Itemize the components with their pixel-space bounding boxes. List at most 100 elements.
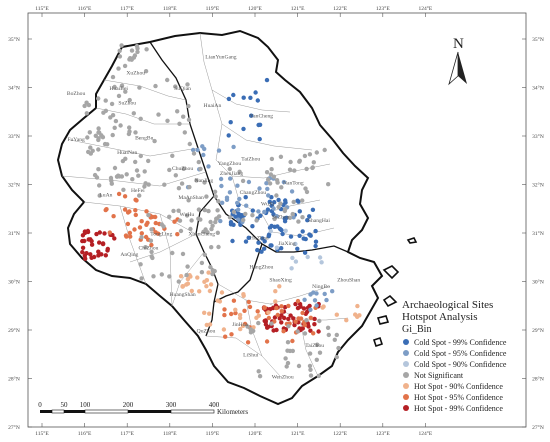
site-point bbox=[237, 312, 243, 318]
site-point bbox=[184, 213, 190, 218]
site-point bbox=[195, 275, 200, 280]
site-point bbox=[312, 316, 317, 322]
site-point bbox=[288, 234, 294, 239]
site-point bbox=[304, 189, 310, 195]
site-point bbox=[283, 198, 288, 203]
site-point bbox=[278, 154, 284, 159]
site-point bbox=[110, 113, 116, 118]
map-border bbox=[27, 12, 527, 428]
site-point bbox=[264, 181, 269, 186]
site-point bbox=[207, 311, 212, 316]
site-point bbox=[286, 316, 291, 322]
legend-item-label: Cold Spot - 90% Confidence bbox=[414, 360, 507, 369]
site-point bbox=[177, 218, 183, 223]
site-point bbox=[279, 185, 284, 190]
site-point bbox=[144, 222, 149, 227]
site-point bbox=[256, 209, 261, 214]
site-point bbox=[256, 369, 261, 374]
site-point bbox=[229, 332, 234, 337]
site-point bbox=[317, 350, 323, 355]
site-point bbox=[236, 207, 241, 212]
city-label: JiaXing bbox=[278, 241, 296, 247]
lat-label-left: 34°N bbox=[8, 85, 20, 92]
site-point bbox=[96, 136, 101, 141]
site-point bbox=[256, 240, 261, 245]
site-point bbox=[313, 239, 319, 244]
city-label: HuangShan bbox=[170, 292, 196, 298]
lon-label-bottom: 124°E bbox=[418, 430, 432, 437]
site-point bbox=[87, 130, 93, 135]
site-point bbox=[222, 307, 227, 312]
site-point bbox=[152, 138, 157, 144]
site-point bbox=[186, 103, 191, 109]
site-point bbox=[97, 240, 102, 245]
site-point bbox=[112, 236, 117, 241]
site-point bbox=[272, 216, 277, 222]
site-point bbox=[112, 165, 118, 171]
graticule-labels: 115°E 115°E 116°E 116°E 117°E 117°E 118°E 118°E… bbox=[8, 5, 544, 437]
site-point bbox=[97, 183, 102, 188]
site-point bbox=[133, 212, 138, 218]
site-point bbox=[112, 84, 117, 90]
site-point bbox=[88, 252, 93, 257]
site-point bbox=[274, 327, 279, 333]
site-point bbox=[216, 244, 221, 250]
site-point bbox=[305, 218, 310, 223]
site-point bbox=[124, 172, 129, 177]
site-point bbox=[250, 224, 255, 229]
site-point bbox=[288, 313, 293, 318]
site-point bbox=[131, 111, 136, 116]
site-point bbox=[94, 175, 100, 180]
site-point bbox=[213, 219, 218, 225]
site-point bbox=[273, 299, 278, 304]
site-point bbox=[279, 246, 284, 251]
site-point bbox=[268, 229, 273, 234]
site-point bbox=[143, 69, 149, 74]
site-point bbox=[286, 324, 291, 329]
site-point bbox=[136, 173, 141, 178]
city-label: BengBu bbox=[135, 135, 154, 141]
site-point bbox=[117, 54, 123, 59]
site-point bbox=[126, 131, 132, 137]
lon-label-top: 120°E bbox=[248, 5, 262, 12]
site-point bbox=[181, 114, 186, 119]
site-point bbox=[128, 234, 133, 239]
site-point bbox=[117, 48, 122, 53]
site-point bbox=[254, 218, 259, 223]
site-point bbox=[255, 309, 260, 314]
site-point bbox=[300, 215, 305, 220]
site-point bbox=[300, 229, 305, 234]
lat-label-right: 35°N bbox=[532, 36, 544, 43]
site-point bbox=[307, 351, 313, 356]
site-point bbox=[103, 98, 108, 103]
legend-item-label: Hot Spot - 95% Confidence bbox=[414, 393, 503, 402]
site-point bbox=[218, 218, 223, 224]
site-point bbox=[208, 282, 214, 287]
site-point bbox=[266, 310, 271, 315]
city-label: JinHua bbox=[232, 322, 248, 328]
city-label: HuaiNan bbox=[117, 150, 137, 156]
site-point bbox=[88, 145, 93, 150]
site-point bbox=[322, 291, 327, 297]
city-label: NanJing bbox=[195, 178, 214, 184]
site-point bbox=[125, 221, 131, 227]
site-point bbox=[133, 130, 138, 135]
lon-label-top: 123°E bbox=[376, 5, 390, 12]
site-point bbox=[307, 214, 312, 219]
scale-labels: 0 50 100 200 300 400 bbox=[38, 401, 220, 409]
site-point bbox=[287, 215, 293, 220]
site-point bbox=[264, 170, 270, 175]
site-point bbox=[224, 197, 230, 202]
site-point bbox=[272, 200, 277, 205]
site-point bbox=[186, 198, 191, 203]
lat-label-left: 35°N bbox=[8, 36, 20, 43]
site-point bbox=[213, 194, 218, 199]
site-point bbox=[311, 160, 316, 165]
city-label: LianYunGang bbox=[205, 54, 237, 60]
site-point bbox=[82, 238, 87, 244]
site-point bbox=[293, 301, 298, 307]
site-point bbox=[228, 176, 233, 181]
city-label: YangZhou bbox=[218, 161, 242, 167]
site-point bbox=[167, 167, 172, 173]
